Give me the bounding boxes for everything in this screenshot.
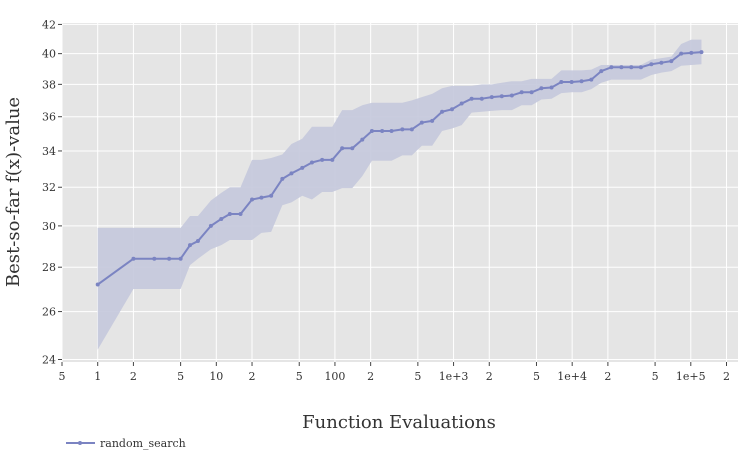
x-tick-label: 5 <box>177 370 184 383</box>
data-point <box>131 256 136 261</box>
x-tick-label: 2 <box>723 370 730 383</box>
data-point <box>589 77 594 82</box>
data-point <box>699 50 704 55</box>
data-point <box>509 93 514 98</box>
x-tick-label: 2 <box>604 370 611 383</box>
data-point <box>330 157 335 162</box>
data-point <box>289 171 294 176</box>
data-point <box>519 90 524 95</box>
data-point <box>320 157 325 162</box>
x-tick-label: 5 <box>414 370 421 383</box>
series-markers <box>95 50 704 287</box>
data-point <box>539 86 544 91</box>
data-point <box>219 216 224 221</box>
y-tick-label: 34 <box>42 145 56 158</box>
data-point <box>609 65 614 70</box>
data-point <box>350 146 355 151</box>
y-tick-label: 40 <box>42 48 56 61</box>
x-axis: 5 1 2 5 10 2 5 100 2 5 1e+3 2 5 1e+4 2 5 1e+5 2 <box>59 362 730 383</box>
data-point <box>619 65 624 70</box>
data-point <box>360 137 365 142</box>
y-axis: 24 26 28 30 32 34 36 38 40 42 <box>42 18 62 366</box>
data-point <box>649 62 654 67</box>
data-point <box>689 50 694 55</box>
data-point <box>167 256 172 261</box>
data-point <box>178 256 183 261</box>
data-point <box>419 120 424 125</box>
series-band <box>97 39 702 350</box>
y-tick-label: 36 <box>42 111 56 124</box>
x-tick-label: 1 <box>94 370 101 383</box>
y-tick-label: 30 <box>42 220 56 233</box>
x-tick-label: 2 <box>249 370 256 383</box>
data-point <box>669 59 674 64</box>
y-tick-label: 26 <box>42 306 56 319</box>
confidence-band <box>97 39 702 350</box>
data-point <box>638 65 643 70</box>
data-point <box>409 127 414 132</box>
y-tick-label: 42 <box>42 18 56 31</box>
x-tick-label: 5 <box>652 370 659 383</box>
data-point <box>679 51 684 56</box>
x-tick-label: 1e+3 <box>439 370 469 383</box>
x-tick-label: 5 <box>296 370 303 383</box>
data-point <box>369 129 374 134</box>
x-tick-label: 1e+4 <box>557 370 587 383</box>
data-point <box>499 94 504 99</box>
data-point <box>629 65 634 70</box>
y-axis-title: Best-so-far f(x)-value <box>3 97 24 287</box>
y-tick-label: 32 <box>42 181 56 194</box>
data-point <box>188 243 193 248</box>
data-point <box>579 79 584 84</box>
x-tick-label: 5 <box>533 370 540 383</box>
y-tick-label: 38 <box>42 78 56 91</box>
data-point <box>489 95 494 100</box>
data-point <box>549 85 554 90</box>
data-point <box>529 90 534 95</box>
x-tick-label: 2 <box>130 370 137 383</box>
data-point <box>389 129 394 134</box>
data-point <box>340 146 345 151</box>
data-point <box>152 256 157 261</box>
x-tick-label: 100 <box>324 370 345 383</box>
x-tick-label: 1e+5 <box>676 370 706 383</box>
legend: random_search <box>66 437 186 450</box>
data-point <box>569 79 574 84</box>
data-point <box>659 60 664 65</box>
data-point <box>300 165 305 170</box>
y-tick-label: 28 <box>42 261 56 274</box>
data-point <box>208 223 213 228</box>
data-point <box>380 129 385 134</box>
data-point <box>95 282 100 287</box>
data-point <box>440 109 445 114</box>
data-point <box>430 118 435 123</box>
x-tick-label: 10 <box>209 370 223 383</box>
y-tick-label: 24 <box>42 353 56 366</box>
legend-marker <box>78 441 82 445</box>
data-point <box>479 96 484 101</box>
data-point <box>449 107 454 112</box>
data-point <box>459 101 464 106</box>
data-point <box>559 79 564 84</box>
data-point <box>469 96 474 101</box>
legend-label: random_search <box>100 437 186 450</box>
data-point <box>259 195 264 200</box>
data-point <box>400 127 405 132</box>
data-point <box>309 160 314 165</box>
data-point <box>280 176 285 181</box>
data-point <box>599 69 604 74</box>
x-tick-label: 5 <box>59 370 66 383</box>
x-axis-title: Function Evaluations <box>302 412 496 433</box>
grid <box>61 23 738 362</box>
data-point <box>227 212 232 217</box>
x-tick-label: 2 <box>486 370 493 383</box>
data-point <box>195 239 200 244</box>
data-point <box>269 193 274 198</box>
x-tick-label: 2 <box>367 370 374 383</box>
data-point <box>250 197 255 202</box>
data-point <box>238 212 243 217</box>
